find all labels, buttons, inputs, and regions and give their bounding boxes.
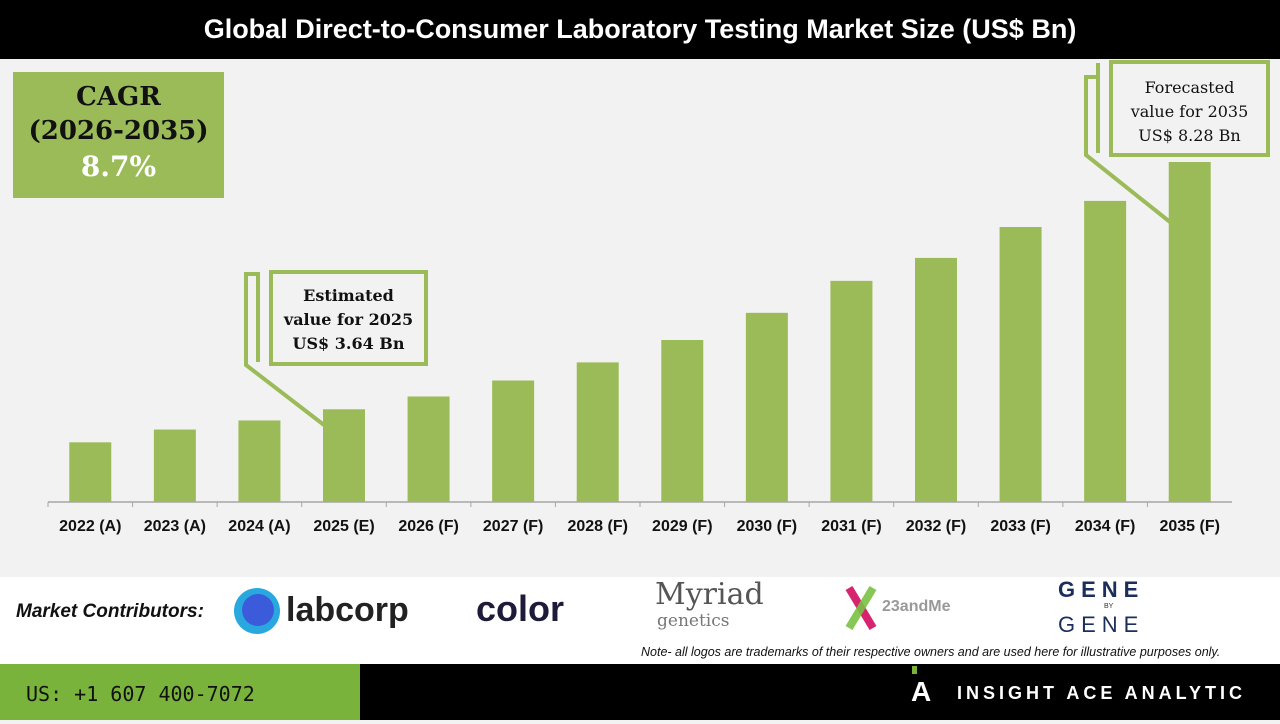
bar-2025-e- <box>323 409 365 502</box>
callout-line: Forecasted <box>1144 78 1235 97</box>
color-logo: color <box>476 588 565 629</box>
cagr-box: CAGR (2026-2035) 8.7% <box>13 72 224 198</box>
x-tick-label: 2030 (F) <box>737 518 797 535</box>
callout-pointer-2035 <box>1084 75 1172 224</box>
forecast-callout: Forecasted value for 2035 US$ 8.28 Bn <box>1109 60 1270 157</box>
brand-name: INSIGHT ACE ANALYTIC <box>956 683 1246 703</box>
bar-2032-f- <box>915 257 957 502</box>
myriad-genetics-logo: genetics <box>657 611 730 631</box>
callout-line: US$ 3.64 Bn <box>292 334 405 353</box>
23andme-logo: 23andMe <box>882 598 951 615</box>
x-tick-label: 2035 (F) <box>1159 518 1219 535</box>
cagr-value: 8.7% <box>80 150 157 183</box>
x-tick-label: 2028 (F) <box>567 518 627 535</box>
bar-2031-f- <box>830 280 873 502</box>
cagr-label: CAGR <box>76 82 161 112</box>
bar-2023-a- <box>153 429 196 502</box>
x-tick-label: 2023 (A) <box>144 518 206 535</box>
bar-2034-f- <box>1084 200 1127 502</box>
x-tick-label: 2032 (F) <box>906 518 966 535</box>
brand-logo-icon <box>912 666 917 674</box>
bar-2033-f- <box>999 227 1042 502</box>
bar-2029-f- <box>661 339 704 502</box>
genebygene-logo-bottom: GENE <box>1058 612 1145 637</box>
callout-line: Estimated <box>303 286 394 305</box>
x-tick-label: 2024 (A) <box>228 518 290 535</box>
bar-2027-f- <box>492 380 535 502</box>
estimated-callout: Estimated value for 2025 US$ 3.64 Bn <box>269 270 428 366</box>
23andme-logo-icon <box>845 585 877 631</box>
trademark-note: Note- all logos are trademarks of their … <box>641 645 1221 659</box>
x-tick-label: 2033 (F) <box>990 518 1050 535</box>
bar-chart: 2022 (A) 2023 (A) 2024 (A) 2025 (E) 2026 (F)… <box>47 63 1232 535</box>
x-tick-label: 2026 (F) <box>398 518 458 535</box>
phone-number: US: +1 607 400-7072 <box>0 664 360 720</box>
market-contributors: Market Contributors: labcorp color Myria… <box>0 577 1280 665</box>
x-tick-label: 2027 (F) <box>483 518 543 535</box>
brand-logo-glyph: A <box>911 676 932 707</box>
callout-line: value for 2035 <box>1130 102 1249 121</box>
x-tick-label: 2029 (F) <box>652 518 712 535</box>
callout-pointer-2025 <box>244 272 326 427</box>
bar-2026-f- <box>407 396 450 502</box>
contributors-label: Market Contributors: <box>16 601 204 622</box>
bar-2030-f- <box>745 312 788 502</box>
genebygene-logo-top: GENE <box>1058 577 1145 602</box>
x-tick-label: 2022 (A) <box>59 518 121 535</box>
x-tick-label: 2025 (E) <box>313 518 374 535</box>
bar-2035-f- <box>1168 162 1211 502</box>
footer-brand-bar: A INSIGHT ACE ANALYTIC <box>360 664 1280 720</box>
labcorp-logo: labcorp <box>286 591 409 629</box>
myriad-logo: Myriad <box>655 577 764 612</box>
callout-line: value for 2025 <box>283 310 414 329</box>
x-tick-label: 2031 (F) <box>821 518 881 535</box>
callout-line: US$ 8.28 Bn <box>1138 126 1241 145</box>
chart-title: Global Direct-to-Consumer Laboratory Tes… <box>0 0 1280 59</box>
cagr-period: (2026-2035) <box>28 116 209 146</box>
labcorp-logo-icon <box>234 588 280 634</box>
x-tick-label: 2034 (F) <box>1075 518 1135 535</box>
genebygene-logo-by: BY <box>1104 603 1114 610</box>
bar-2024-a- <box>238 420 281 502</box>
bar-2022-a- <box>69 442 112 502</box>
bar-2028-f- <box>576 362 619 502</box>
